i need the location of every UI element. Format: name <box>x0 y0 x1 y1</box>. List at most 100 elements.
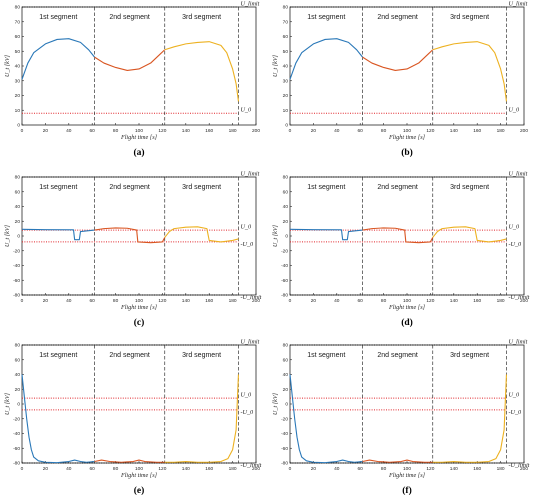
x-tick-label: 20 <box>311 298 317 304</box>
y-tick-label: 20 <box>283 219 289 225</box>
x-tick-label: 180 <box>229 298 237 304</box>
reference-line-label: -U_0 <box>508 241 522 248</box>
y-tick-label: -80 <box>13 293 20 299</box>
reference-line-label: U_0 <box>508 392 520 399</box>
panel-a: 0 20 40 60 80 100 120 140 160 180 200 0 10 20 30 40 50 60… <box>4 1 260 159</box>
data-series-line <box>94 459 165 463</box>
segment-label: 1st segment <box>39 352 77 359</box>
y-axis-label: U_t [kV] <box>4 54 11 77</box>
y-tick-label: 70 <box>283 19 289 25</box>
y-tick-label: 50 <box>15 49 21 55</box>
segment-label: 2nd segment <box>109 14 150 21</box>
x-tick-label: 160 <box>473 298 481 304</box>
segment-label: 2nd segment <box>377 14 418 21</box>
segment-label: 1st segment <box>307 184 345 191</box>
x-tick-label: 120 <box>426 298 434 304</box>
y-tick-label: 80 <box>283 175 289 181</box>
x-tick-label: 100 <box>135 298 143 304</box>
x-tick-label: 80 <box>381 298 387 304</box>
panel-caption: (a) <box>133 147 144 158</box>
x-tick-label: 60 <box>90 466 96 472</box>
x-tick-label: 200 <box>252 298 260 304</box>
x-tick-label: 140 <box>182 466 190 472</box>
x-tick-label: 160 <box>205 298 213 304</box>
data-series-line <box>94 49 166 71</box>
x-axis-label: Flight time [s] <box>120 134 158 141</box>
x-tick-label: 100 <box>135 128 143 134</box>
reference-line-label: U_0 <box>240 107 252 114</box>
data-series-line <box>432 226 507 243</box>
segment-label: 3rd segment <box>182 184 221 191</box>
reference-line-label: U_limit <box>508 171 527 178</box>
data-series-line <box>164 226 239 243</box>
y-tick-label: -40 <box>281 431 288 437</box>
y-tick-label: -80 <box>13 461 20 467</box>
x-tick-label: 160 <box>473 128 481 134</box>
y-tick-label: -20 <box>13 248 20 254</box>
reference-line-label: U_limit <box>240 171 259 178</box>
segment-label: 3rd segment <box>450 352 489 359</box>
y-tick-label: 80 <box>15 175 21 181</box>
x-axis-label: Flight time [s] <box>388 134 426 141</box>
axes-frame <box>289 176 525 296</box>
x-tick-label: 160 <box>473 466 481 472</box>
x-tick-label: 0 <box>21 298 24 304</box>
y-tick-label: 0 <box>17 234 20 240</box>
x-tick-label: 40 <box>66 466 72 472</box>
x-tick-label: 200 <box>520 466 528 472</box>
data-series-line <box>289 38 363 80</box>
x-tick-label: 0 <box>289 298 292 304</box>
y-tick-label: 80 <box>15 343 21 349</box>
x-tick-label: 120 <box>158 298 166 304</box>
reference-line-label: U_limit <box>240 339 259 346</box>
axes-frame <box>21 344 257 464</box>
data-series-line <box>21 228 95 241</box>
y-tick-label: -60 <box>281 446 288 452</box>
x-axis-label: Flight time [s] <box>388 304 426 311</box>
y-tick-label: 60 <box>15 34 21 40</box>
x-tick-label: 200 <box>520 128 528 134</box>
reference-line-label: U_limit <box>508 1 527 8</box>
x-tick-label: 100 <box>403 298 411 304</box>
segment-label: 3rd segment <box>182 14 221 21</box>
reference-line-label: -U_0 <box>240 241 254 248</box>
x-tick-label: 80 <box>381 466 387 472</box>
segment-label: 2nd segment <box>109 352 150 359</box>
data-series-line <box>164 374 239 463</box>
y-tick-label: -80 <box>281 293 288 299</box>
reference-line-label: -U_0 <box>508 409 522 416</box>
x-axis-label: Flight time [s] <box>388 472 426 479</box>
x-tick-label: 40 <box>334 128 340 134</box>
y-tick-label: 20 <box>15 219 21 225</box>
x-tick-label: 60 <box>358 298 364 304</box>
y-tick-label: 20 <box>283 387 289 393</box>
x-tick-label: 200 <box>252 466 260 472</box>
y-tick-label: 30 <box>15 78 21 84</box>
y-tick-label: 40 <box>15 204 21 210</box>
y-tick-label: -60 <box>281 278 288 284</box>
x-tick-label: 120 <box>158 466 166 472</box>
x-tick-label: 0 <box>21 466 24 472</box>
y-tick-label: -40 <box>281 263 288 269</box>
x-tick-label: 100 <box>135 466 143 472</box>
y-axis-label: U_t [kV] <box>4 224 11 247</box>
x-tick-label: 60 <box>358 128 364 134</box>
segment-label: 1st segment <box>39 184 77 191</box>
reference-line-label: U_0 <box>508 224 520 231</box>
x-tick-label: 140 <box>182 128 190 134</box>
y-tick-label: 40 <box>15 372 21 378</box>
y-tick-label: 60 <box>15 189 21 195</box>
y-axis-label: U_t [kV] <box>272 224 279 247</box>
x-tick-label: 0 <box>289 466 292 472</box>
y-tick-label: 30 <box>283 78 289 84</box>
y-tick-label: -20 <box>13 416 20 422</box>
x-tick-label: 180 <box>229 128 237 134</box>
reference-line-label: -U_limit <box>240 294 261 301</box>
x-tick-label: 60 <box>90 128 96 134</box>
axes-frame <box>289 6 525 126</box>
axes-frame <box>21 176 257 296</box>
y-tick-label: -20 <box>281 248 288 254</box>
segment-label: 3rd segment <box>450 184 489 191</box>
x-tick-label: 120 <box>426 466 434 472</box>
